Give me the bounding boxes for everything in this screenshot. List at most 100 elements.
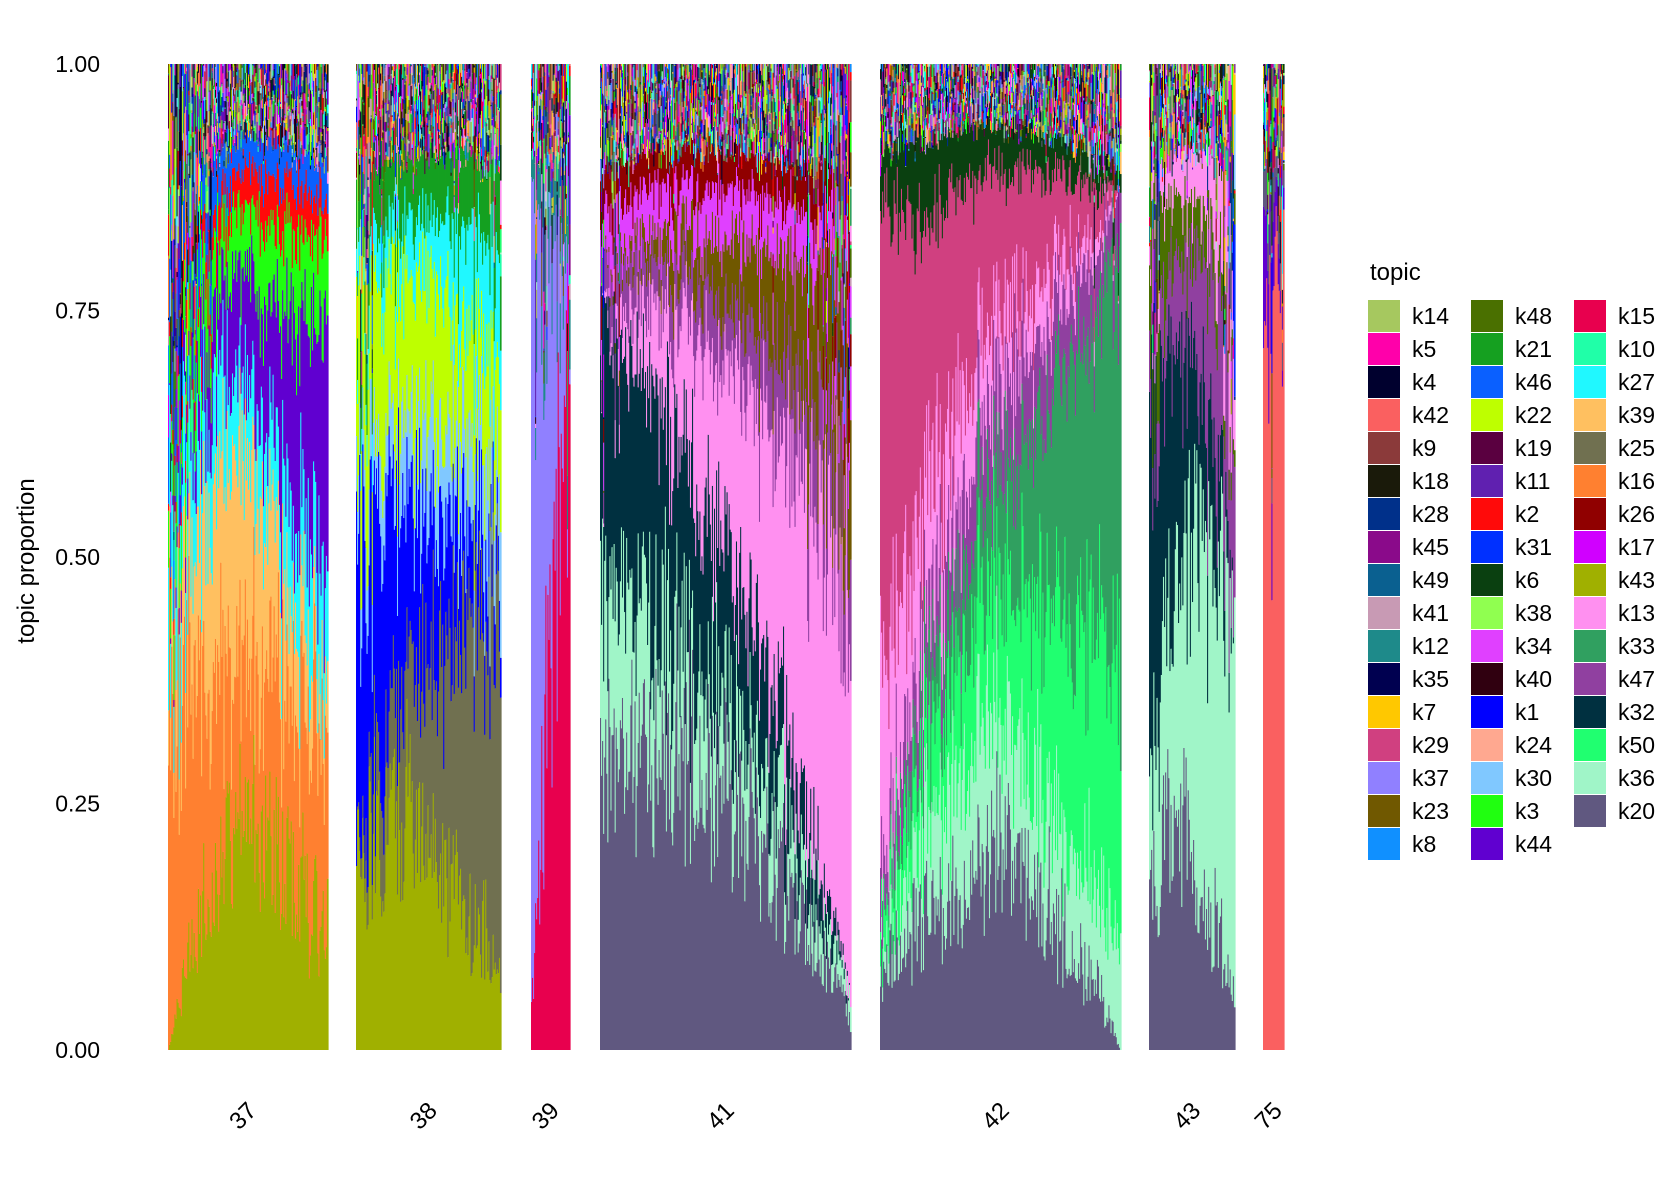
bar-segment-k16 <box>235 677 237 793</box>
bar-segment-k10 <box>188 155 190 166</box>
bar-segment-k16 <box>179 637 182 1009</box>
bar-segment-k6 <box>277 73 280 76</box>
bar-segment-k34 <box>272 64 275 70</box>
bar-segment-k14 <box>237 120 239 125</box>
bar-segment-k9 <box>242 93 245 95</box>
bar-segment-k34 <box>202 76 204 98</box>
bar-segment-k48 <box>299 95 301 96</box>
bar-segment-k5 <box>258 104 261 106</box>
bar-segment-k27 <box>298 531 300 658</box>
bar-segment-k11 <box>250 85 252 86</box>
bar-segment-k24 <box>196 84 199 92</box>
bar-segment-k27 <box>230 126 233 137</box>
bar-segment-k46 <box>308 149 311 187</box>
bar-segment-k43 <box>230 903 233 1050</box>
bar-segment-k2 <box>253 176 255 205</box>
bar-segment-k21 <box>181 190 184 206</box>
bar-segment-k6 <box>252 64 254 66</box>
bar-segment-k4 <box>177 82 180 85</box>
bar-segment-k17 <box>302 122 305 150</box>
bar-segment-k18 <box>234 65 236 66</box>
bar-segment-k44 <box>216 376 218 447</box>
bar-segment-k35 <box>191 87 194 98</box>
bar-segment-k44 <box>195 243 198 278</box>
bar-segment-k37 <box>217 151 219 154</box>
bar-segment-k28 <box>281 122 283 126</box>
bar-segment-k17 <box>213 105 216 132</box>
bar-segment-k50 <box>221 84 223 87</box>
bar-segment-k3 <box>277 216 280 302</box>
bar-segment-k36 <box>289 64 292 81</box>
bar-segment-k4 <box>197 64 200 73</box>
bar-segment-k16 <box>288 743 291 839</box>
bar-segment-k44 <box>256 121 259 125</box>
bar-segment-k11 <box>232 67 234 88</box>
bar-segment-k28 <box>222 66 225 74</box>
bar-segment-k27 <box>289 482 292 587</box>
bar-segment-k47 <box>188 64 190 82</box>
bar-segment-k16 <box>229 106 232 110</box>
bar-segment-k44 <box>172 495 174 506</box>
bar-segment-k44 <box>210 423 213 479</box>
bar-segment-k37 <box>203 65 205 81</box>
bar-segment-k40 <box>216 82 218 87</box>
bar-segment-k3 <box>296 264 298 396</box>
bar-segment-k44 <box>179 64 182 87</box>
bar-segment-k46 <box>169 154 171 169</box>
bar-segment-k16 <box>300 635 302 858</box>
bar-segment-k34 <box>296 157 298 163</box>
bar-segment-k43 <box>326 128 329 132</box>
bar-segment-k3 <box>174 465 177 496</box>
bar-segment-k19 <box>182 86 185 89</box>
bar-segment-k27 <box>219 349 221 432</box>
bar-segment-k39 <box>261 461 264 627</box>
bar-segment-k43 <box>242 836 245 1050</box>
bar-segment-k30 <box>310 72 313 92</box>
bar-segment-k44 <box>187 139 189 154</box>
bar-segment-k19 <box>254 64 257 68</box>
bar-segment-k39 <box>276 510 279 658</box>
bar-segment-k2 <box>228 192 231 237</box>
bar-segment-k12 <box>241 115 244 131</box>
bar-segment-k36 <box>185 334 187 372</box>
bar-segment-k46 <box>203 157 205 176</box>
bar-segment-k27 <box>227 405 230 484</box>
bar-segment-k38 <box>310 92 313 94</box>
bar-segment-k39 <box>274 542 277 682</box>
bar-segment-k39 <box>262 589 265 771</box>
bar-segment-k44 <box>209 387 212 473</box>
bar-segment-k36 <box>281 85 283 110</box>
bar-segment-k50 <box>281 147 283 152</box>
bar-segment-k27 <box>294 533 297 603</box>
bar-segment-k47 <box>217 121 219 124</box>
bar-segment-k3 <box>258 191 261 287</box>
bar-segment-k3 <box>226 207 229 262</box>
bar-segment-k14 <box>294 142 297 145</box>
bar-segment-k17 <box>249 95 251 105</box>
bar-segment-k44 <box>300 64 302 82</box>
bar-segment-k33 <box>243 93 246 102</box>
bar-segment-k2 <box>287 177 290 223</box>
bar-segment-k46 <box>205 218 207 263</box>
bar-segment-k16 <box>291 725 294 936</box>
bar-segment-k32 <box>268 91 270 97</box>
bar-segment-k43 <box>170 1041 172 1050</box>
bar-segment-k3 <box>196 249 199 341</box>
bar-segment-k4 <box>304 64 307 67</box>
bar-segment-k43 <box>287 806 290 1050</box>
bar-segment-k43 <box>236 828 238 1050</box>
bar-segment-k39 <box>232 435 234 700</box>
bar-segment-k45 <box>195 126 198 154</box>
bar-segment-k44 <box>304 269 307 535</box>
bar-segment-k5 <box>208 135 211 153</box>
bar-segment-k44 <box>302 300 305 450</box>
bar-segment-k46 <box>168 437 170 504</box>
bar-segment-k18 <box>221 110 223 112</box>
bar-segment-k43 <box>210 936 213 1050</box>
bar-segment-k27 <box>269 366 271 449</box>
bar-segment-k16 <box>306 744 309 854</box>
bar-segment-k43 <box>249 90 251 96</box>
bar-segment-k34 <box>283 150 285 152</box>
bar-segment-k39 <box>169 506 171 558</box>
bar-segment-k1 <box>260 64 263 69</box>
